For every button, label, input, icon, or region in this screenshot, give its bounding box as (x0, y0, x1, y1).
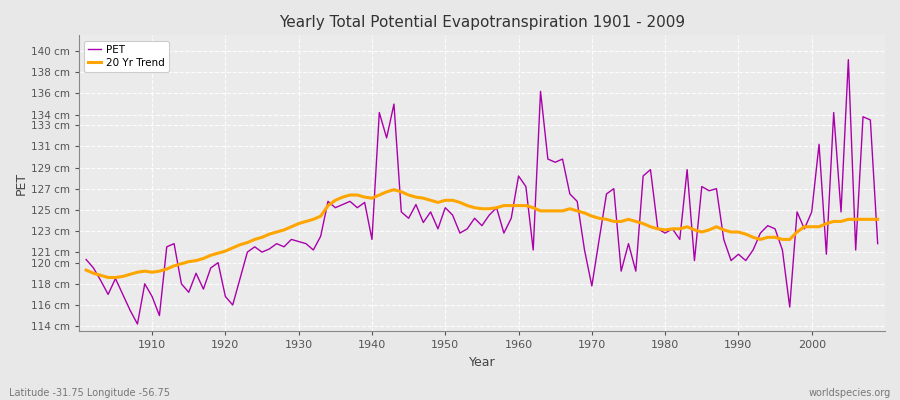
20 Yr Trend (103, 275, 113, 280)
Legend: PET, 20 Yr Trend: PET, 20 Yr Trend (84, 40, 169, 72)
PET (132, 322, 143, 326)
20 Yr Trend (616, 219, 626, 224)
Title: Yearly Total Potential Evapotranspiration 1901 - 2009: Yearly Total Potential Evapotranspiratio… (279, 15, 685, 30)
PET (513, 174, 524, 178)
20 Yr Trend (352, 193, 363, 198)
PET (872, 241, 883, 246)
PET (147, 294, 158, 299)
20 Yr Trend (389, 187, 400, 192)
X-axis label: Year: Year (469, 356, 495, 369)
Line: 20 Yr Trend: 20 Yr Trend (86, 190, 878, 278)
Text: Latitude -31.75 Longitude -56.75: Latitude -31.75 Longitude -56.75 (9, 388, 170, 398)
Y-axis label: PET: PET (15, 172, 28, 195)
20 Yr Trend (308, 217, 319, 222)
PET (352, 205, 363, 210)
PET (608, 186, 619, 191)
PET (520, 184, 531, 189)
Line: PET: PET (86, 60, 878, 324)
20 Yr Trend (81, 268, 92, 272)
PET (843, 57, 854, 62)
PET (81, 257, 92, 262)
20 Yr Trend (520, 203, 531, 208)
20 Yr Trend (527, 205, 538, 210)
PET (308, 248, 319, 252)
20 Yr Trend (872, 217, 883, 222)
Text: worldspecies.org: worldspecies.org (809, 388, 891, 398)
20 Yr Trend (147, 270, 158, 274)
